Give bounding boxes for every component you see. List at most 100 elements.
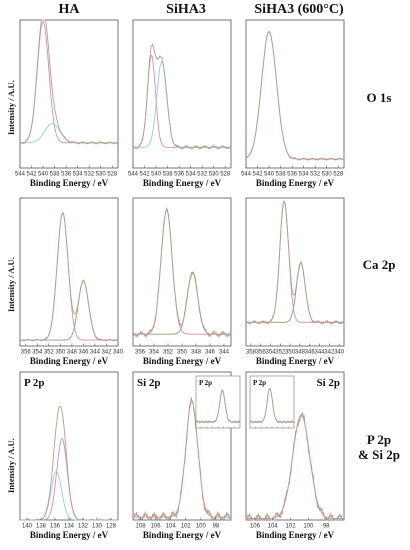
x-tick-label: 530 [209, 172, 220, 178]
x-tick-label: 528 [220, 172, 231, 178]
x-tick-label: 356 [21, 350, 32, 356]
x-axis-label: Binding Energy / eV [30, 178, 109, 188]
x-axis-label: Binding Energy / eV [143, 178, 222, 188]
x-axis-label: Binding Energy / eV [256, 356, 335, 366]
x-tick-label: 532 [310, 172, 321, 178]
x-tick-label: 544 [128, 172, 139, 178]
x-tick-label: 534 [299, 172, 310, 178]
si2p-siha3-inset-series-1 [195, 388, 241, 424]
x-tick-label: 354 [265, 350, 276, 356]
inset-frame [249, 375, 295, 429]
x-tick-label: 346 [305, 350, 316, 356]
x-tick-label: 540 [264, 172, 275, 178]
inset-si2p-siha3: P 2p [195, 375, 241, 429]
column-title-siha3-600: SiHA3 (600°C) [254, 2, 344, 17]
panel-ca2p-ha: 356 354 352 350 348 346 344 342 340 Binding Energ… [19, 197, 124, 366]
inset-title: P 2p [199, 379, 212, 387]
x-tick-label: 536 [287, 172, 298, 178]
inset-si2p-siha3-600: P 2p [249, 375, 295, 429]
x-tick-label: 358 [246, 350, 257, 356]
x-tick-label: 128 [106, 524, 117, 530]
row-title-ca2p: Ca 2p [362, 257, 396, 272]
x-tick-label: 356 [256, 350, 267, 356]
ca2p-ha-series-2 [20, 211, 119, 342]
x-tick-label: 108 [136, 524, 147, 530]
si2p-siha3-600-series-1 [245, 412, 345, 522]
x-tick-label: 102 [181, 524, 192, 530]
row-title-o1s: O 1s [366, 90, 392, 105]
x-tick-label: 130 [92, 524, 103, 530]
panel-frame [19, 371, 119, 521]
x-tick-label: 540 [38, 172, 49, 178]
si2p-siha3-600-inset-series-1 [249, 387, 295, 424]
x-tick-label: 538 [50, 172, 61, 178]
column-title-ha: HA [58, 2, 80, 17]
x-tick-label: 350 [55, 350, 66, 356]
p2p-ha-series-2 [20, 405, 119, 521]
si2p-siha3-series-1 [132, 397, 232, 522]
x-tick-label: 348 [67, 350, 78, 356]
x-tick-label: 538 [163, 172, 174, 178]
x-tick-label: 340 [334, 350, 345, 356]
o1s-siha3-600-series-1 [245, 30, 345, 162]
x-tick-label: 350 [177, 350, 188, 356]
x-tick-label: 134 [64, 524, 75, 530]
x-tick-label: 542 [27, 172, 38, 178]
x-tick-label: 350 [285, 350, 296, 356]
x-tick-label: 100 [303, 524, 314, 530]
x-tick-label: 344 [90, 350, 101, 356]
o1s-ha-series-2 [19, 19, 119, 145]
o1s-siha3-series-2 [132, 42, 232, 150]
panel-frame [245, 19, 345, 169]
x-tick-label: 104 [166, 524, 177, 530]
x-axis-label: Binding Energy / eV [30, 530, 109, 540]
x-tick-label: 534 [186, 172, 197, 178]
x-tick-label: 140 [22, 524, 33, 530]
x-tick-label: 342 [324, 350, 335, 356]
x-tick-label: 536 [61, 172, 72, 178]
x-tick-label: 528 [333, 172, 344, 178]
x-tick-label: 542 [253, 172, 264, 178]
x-tick-label: 106 [151, 524, 162, 530]
x-tick-label: 348 [191, 350, 202, 356]
x-tick-label: 534 [73, 172, 84, 178]
x-tick-label: 356 [135, 350, 146, 356]
x-tick-label: 354 [149, 350, 160, 356]
o1s-siha3-series-1 [133, 60, 231, 148]
x-tick-label: 352 [163, 350, 174, 356]
row-title-p2p-si2p: P 2p & Si 2p [358, 432, 400, 462]
panel-frame [19, 197, 119, 347]
ca2p-siha3-600-series-2 [245, 200, 345, 325]
x-tick-label: 530 [322, 172, 333, 178]
x-tick-label: 344 [314, 350, 325, 356]
x-tick-label: 348 [295, 350, 306, 356]
x-tick-label: 530 [96, 172, 107, 178]
x-tick-label: 352 [275, 350, 286, 356]
panel-frame [245, 197, 345, 347]
x-tick-label: 104 [268, 524, 279, 530]
panel-frame [132, 197, 232, 347]
x-tick-label: 532 [84, 172, 95, 178]
x-tick-label: 352 [44, 350, 55, 356]
x-tick-label: 340 [113, 350, 124, 356]
x-tick-label: 532 [197, 172, 208, 178]
x-tick-label: 106 [250, 524, 261, 530]
x-tick-label: 538 [276, 172, 287, 178]
x-tick-label: 346 [78, 350, 89, 356]
x-axis-label: Binding Energy / eV [143, 530, 222, 540]
x-tick-label: 344 [219, 350, 230, 356]
x-axis-label: Binding Energy / eV [143, 356, 222, 366]
x-axis-label: Binding Energy / eV [256, 530, 335, 540]
x-tick-label: 354 [32, 350, 43, 356]
x-tick-label: 98 [213, 524, 220, 530]
x-axis-label: Binding Energy / eV [256, 178, 335, 188]
x-tick-label: 346 [205, 350, 216, 356]
